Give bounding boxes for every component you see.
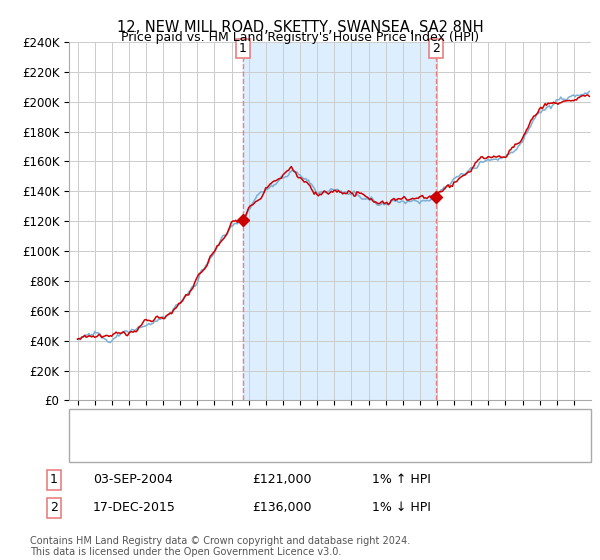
Text: 12, NEW MILL ROAD, SKETTY, SWANSEA, SA2 8NH (semi-detached house): 12, NEW MILL ROAD, SKETTY, SWANSEA, SA2 …	[112, 419, 496, 429]
Text: £121,000: £121,000	[252, 473, 311, 487]
Text: 12, NEW MILL ROAD, SKETTY, SWANSEA, SA2 8NH: 12, NEW MILL ROAD, SKETTY, SWANSEA, SA2 …	[116, 20, 484, 35]
Text: 03-SEP-2004: 03-SEP-2004	[93, 473, 173, 487]
Text: 1% ↓ HPI: 1% ↓ HPI	[372, 501, 431, 515]
Text: 1: 1	[50, 473, 58, 487]
Text: 2: 2	[50, 501, 58, 515]
Text: £136,000: £136,000	[252, 501, 311, 515]
Text: Price paid vs. HM Land Registry's House Price Index (HPI): Price paid vs. HM Land Registry's House …	[121, 31, 479, 44]
Text: 1% ↑ HPI: 1% ↑ HPI	[372, 473, 431, 487]
Text: 1: 1	[239, 42, 247, 55]
Text: 2: 2	[433, 42, 440, 55]
Text: 17-DEC-2015: 17-DEC-2015	[93, 501, 176, 515]
Text: HPI: Average price, semi-detached house, Swansea: HPI: Average price, semi-detached house,…	[112, 442, 380, 452]
Text: Contains HM Land Registry data © Crown copyright and database right 2024.
This d: Contains HM Land Registry data © Crown c…	[30, 535, 410, 557]
Bar	[243, 42, 436, 400]
